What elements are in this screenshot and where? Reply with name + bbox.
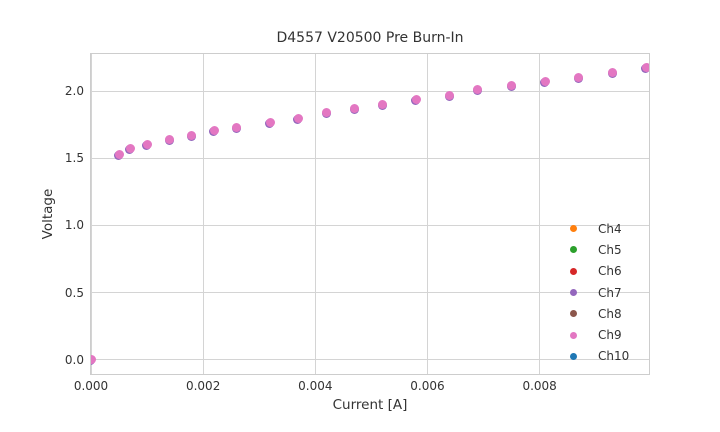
data-point (378, 100, 388, 110)
legend-swatch-icon (570, 267, 577, 275)
legend-item: Ch7 (570, 282, 629, 303)
legend-swatch-icon (570, 225, 577, 233)
data-point (91, 355, 96, 365)
data-point (574, 73, 584, 83)
x-tick-label: 0.002 (185, 379, 221, 393)
x-tick-label: 0.004 (298, 379, 333, 393)
y-tick-label: 0.5 (64, 285, 84, 300)
legend-label: Ch10 (598, 349, 630, 364)
legend-label: Ch6 (598, 264, 622, 279)
legend-label: Ch5 (598, 242, 622, 257)
legend-item: Ch5 (570, 239, 629, 260)
x-gridline (539, 54, 541, 374)
data-point (540, 77, 550, 87)
x-tick-label: 0.008 (522, 379, 557, 393)
legend-label: Ch9 (598, 328, 622, 343)
y-gridline (91, 90, 649, 92)
legend-item: Ch8 (570, 303, 629, 324)
data-point (187, 131, 197, 141)
y-axis-label: Voltage (40, 188, 56, 240)
x-gridline (426, 54, 428, 374)
data-point (411, 94, 421, 104)
data-point (641, 62, 649, 72)
y-gridline (91, 224, 649, 226)
data-point (265, 117, 275, 127)
chart-title: D4557 V20500 Pre Burn-In (276, 30, 464, 46)
x-gridline (314, 54, 316, 374)
y-gridline (91, 292, 649, 294)
y-gridline (91, 359, 649, 361)
y-tick-label: 0.0 (64, 352, 84, 367)
data-point (322, 108, 332, 118)
data-point (125, 144, 135, 154)
data-point (142, 140, 152, 150)
y-tick-label: 1.0 (64, 218, 84, 233)
data-point (445, 90, 455, 100)
plot-area: Ch4 Ch5 Ch6 Ch7 Ch8 Ch9 Ch10 (90, 53, 650, 375)
x-gridline (202, 54, 204, 374)
legend-label: Ch8 (598, 306, 622, 321)
data-point (232, 123, 242, 133)
y-tick-label: 1.5 (64, 151, 84, 166)
legend-swatch-icon (570, 289, 577, 297)
legend-item: Ch9 (570, 324, 629, 345)
legend-swatch-icon (570, 352, 577, 360)
legend-item: Ch4 (570, 218, 629, 239)
x-tick-label: 0.000 (73, 379, 109, 393)
data-point (507, 81, 517, 91)
y-tick-label: 2.0 (64, 84, 84, 99)
legend: Ch4 Ch5 Ch6 Ch7 Ch8 Ch9 Ch10 (570, 218, 629, 367)
data-point (114, 149, 124, 159)
legend-swatch-icon (570, 310, 577, 318)
data-point (209, 125, 219, 135)
legend-label: Ch4 (598, 221, 622, 236)
legend-item: Ch10 (570, 346, 629, 367)
y-gridline (91, 157, 649, 159)
legend-item: Ch6 (570, 261, 629, 282)
data-point (293, 113, 303, 123)
x-tick-label: 0.006 (410, 379, 445, 393)
legend-swatch-icon (570, 246, 577, 254)
data-point (165, 135, 174, 145)
x-axis-label: Current [A] (332, 397, 408, 413)
x-gridline (91, 54, 92, 374)
data-point (350, 104, 360, 114)
data-point (473, 85, 483, 95)
legend-label: Ch7 (598, 285, 622, 300)
legend-swatch-icon (570, 331, 577, 339)
data-point (608, 68, 618, 78)
